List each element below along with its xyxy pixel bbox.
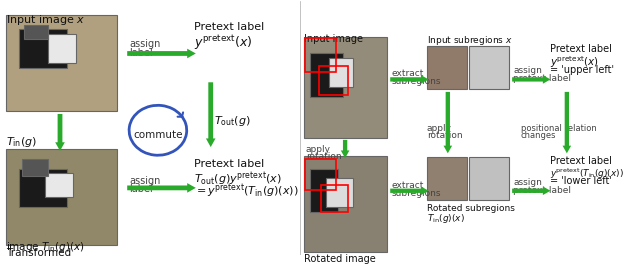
Bar [310, 54, 343, 97]
Bar [19, 169, 67, 207]
Text: subregions: subregions [391, 77, 441, 86]
FancyArrow shape [55, 114, 65, 151]
FancyArrow shape [340, 140, 349, 158]
Bar [469, 157, 509, 200]
Text: $T_{\mathrm{in}}(g)(x)$: $T_{\mathrm{in}}(g)(x)$ [427, 212, 465, 225]
Text: pretext label: pretext label [513, 186, 571, 195]
Text: Rotated subregions: Rotated subregions [427, 204, 515, 213]
Text: assign: assign [513, 178, 542, 187]
Text: $y^{\mathrm{pretext}}(x)$: $y^{\mathrm{pretext}}(x)$ [550, 54, 598, 70]
Text: assign: assign [129, 39, 161, 49]
Text: = 'lower left': = 'lower left' [550, 176, 611, 186]
FancyArrow shape [563, 92, 571, 153]
Bar [22, 159, 49, 176]
FancyArrow shape [390, 187, 429, 195]
FancyArrow shape [512, 187, 550, 195]
Text: $T_{\mathrm{out}}(g)$: $T_{\mathrm{out}}(g)$ [214, 114, 250, 128]
Text: image $T_{\mathrm{in}}(g)(x)$: image $T_{\mathrm{in}}(g)(x)$ [6, 240, 85, 254]
Text: Pretext label: Pretext label [550, 44, 611, 54]
Bar [469, 46, 509, 89]
Bar [326, 178, 353, 207]
Bar [24, 25, 47, 39]
Text: $y^{\mathrm{pretext}}(T_{\mathrm{in}}(g)(x))$: $y^{\mathrm{pretext}}(T_{\mathrm{in}}(g)… [550, 167, 623, 181]
Bar [427, 157, 467, 200]
Bar [304, 156, 387, 252]
Text: $= y^{\mathrm{pretext}}(T_{\mathrm{in}}(g)(x))$: $= y^{\mathrm{pretext}}(T_{\mathrm{in}}(… [195, 182, 299, 200]
Text: Pretext label: Pretext label [195, 22, 265, 32]
Text: assign: assign [513, 66, 542, 75]
Bar [305, 159, 335, 190]
Text: rotation: rotation [427, 131, 462, 140]
Text: commute: commute [133, 130, 182, 140]
Text: pretext label: pretext label [513, 74, 571, 83]
Text: = 'upper left': = 'upper left' [550, 65, 614, 75]
Bar [47, 34, 76, 63]
Text: $y^{\mathrm{pretext}}(x)$: $y^{\mathrm{pretext}}(x)$ [195, 33, 253, 52]
Text: apply: apply [306, 145, 331, 154]
Text: Input image $x$: Input image $x$ [6, 13, 86, 27]
Text: $T_{\mathrm{out}}(g)y^{\mathrm{pretext}}(x)$: $T_{\mathrm{out}}(g)y^{\mathrm{pretext}}… [195, 171, 282, 188]
Text: Pretext label: Pretext label [195, 159, 265, 169]
Bar [319, 66, 348, 95]
Bar [329, 58, 353, 87]
Text: Rotated image: Rotated image [304, 254, 376, 264]
Text: assign: assign [129, 176, 161, 186]
FancyArrow shape [206, 82, 216, 147]
Bar [45, 174, 74, 197]
Text: extract: extract [391, 69, 424, 78]
Text: Input subregions $x$: Input subregions $x$ [427, 34, 513, 47]
Text: Input image: Input image [304, 34, 363, 44]
Text: label: label [129, 184, 153, 194]
Bar [427, 46, 467, 89]
Bar [6, 15, 116, 111]
FancyArrow shape [127, 49, 196, 58]
Text: rotation: rotation [306, 152, 341, 161]
Text: apply: apply [427, 123, 452, 132]
Text: changes: changes [521, 131, 556, 140]
Text: subregions: subregions [391, 189, 441, 198]
Text: Transformed: Transformed [6, 248, 72, 258]
FancyArrow shape [444, 92, 452, 153]
Bar [6, 149, 116, 245]
Text: positional relation: positional relation [521, 123, 596, 132]
Bar [321, 185, 348, 212]
FancyArrow shape [390, 75, 429, 84]
Bar [305, 38, 335, 72]
Bar [304, 37, 387, 138]
FancyArrow shape [512, 75, 550, 84]
Bar [310, 169, 339, 212]
FancyArrow shape [127, 183, 196, 193]
Text: Pretext label: Pretext label [550, 156, 611, 166]
Bar [19, 29, 67, 68]
Text: extract: extract [391, 181, 424, 190]
Text: label: label [129, 48, 153, 58]
Text: $T_{\mathrm{in}}(g)$: $T_{\mathrm{in}}(g)$ [6, 135, 37, 149]
